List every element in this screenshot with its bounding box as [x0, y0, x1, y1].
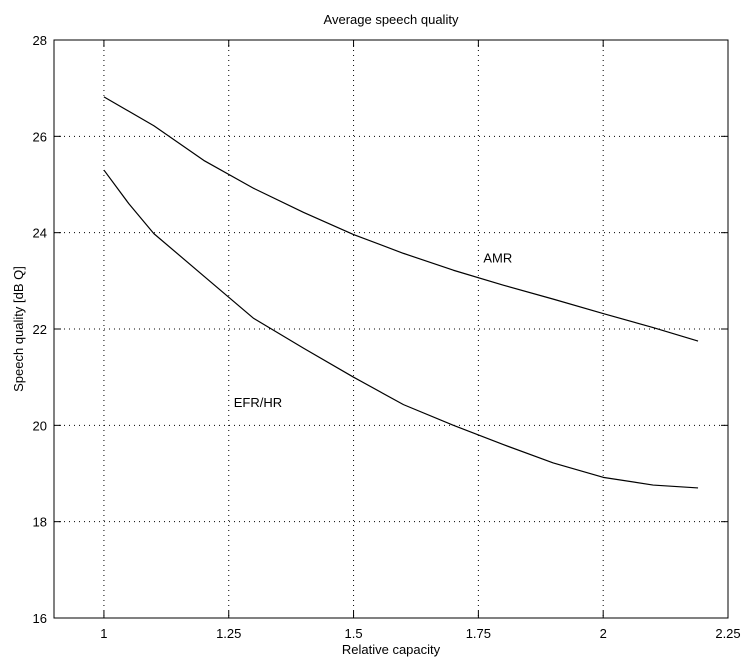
- series-line-2: [103, 169, 699, 489]
- x-tick-label: 1.25: [216, 626, 241, 641]
- series-lines: [103, 96, 699, 489]
- y-tick-label: 28: [33, 33, 47, 48]
- y-tick-label: 22: [33, 322, 47, 337]
- tick-labels: 1 1.25 1.5 1.75 2 2.25 16 18 20 22 24 26 28: [33, 33, 741, 641]
- y-tick-label: 18: [33, 515, 47, 530]
- y-tick-label: 26: [33, 129, 47, 144]
- x-axis-title: Relative capacity: [342, 642, 441, 657]
- y-tick-label: 24: [33, 226, 47, 241]
- y-tick-label: 16: [33, 611, 47, 626]
- x-tick-label: 1: [100, 626, 107, 641]
- y-tick-label: 20: [33, 418, 47, 433]
- x-tick-label: 1.5: [345, 626, 363, 641]
- x-tick-label: 1.75: [466, 626, 491, 641]
- axis-ticks: [54, 39, 729, 619]
- series-line-1: [103, 96, 699, 342]
- x-tick-label: 2.25: [715, 626, 740, 641]
- y-axis-title: Speech quality [dB Q]: [11, 266, 26, 392]
- chart-title: Average speech quality: [324, 12, 459, 27]
- x-tick-label: 2: [600, 626, 607, 641]
- annotation-amr: AMR: [483, 251, 512, 266]
- annotation-efr-hr: EFR/HR: [234, 395, 282, 410]
